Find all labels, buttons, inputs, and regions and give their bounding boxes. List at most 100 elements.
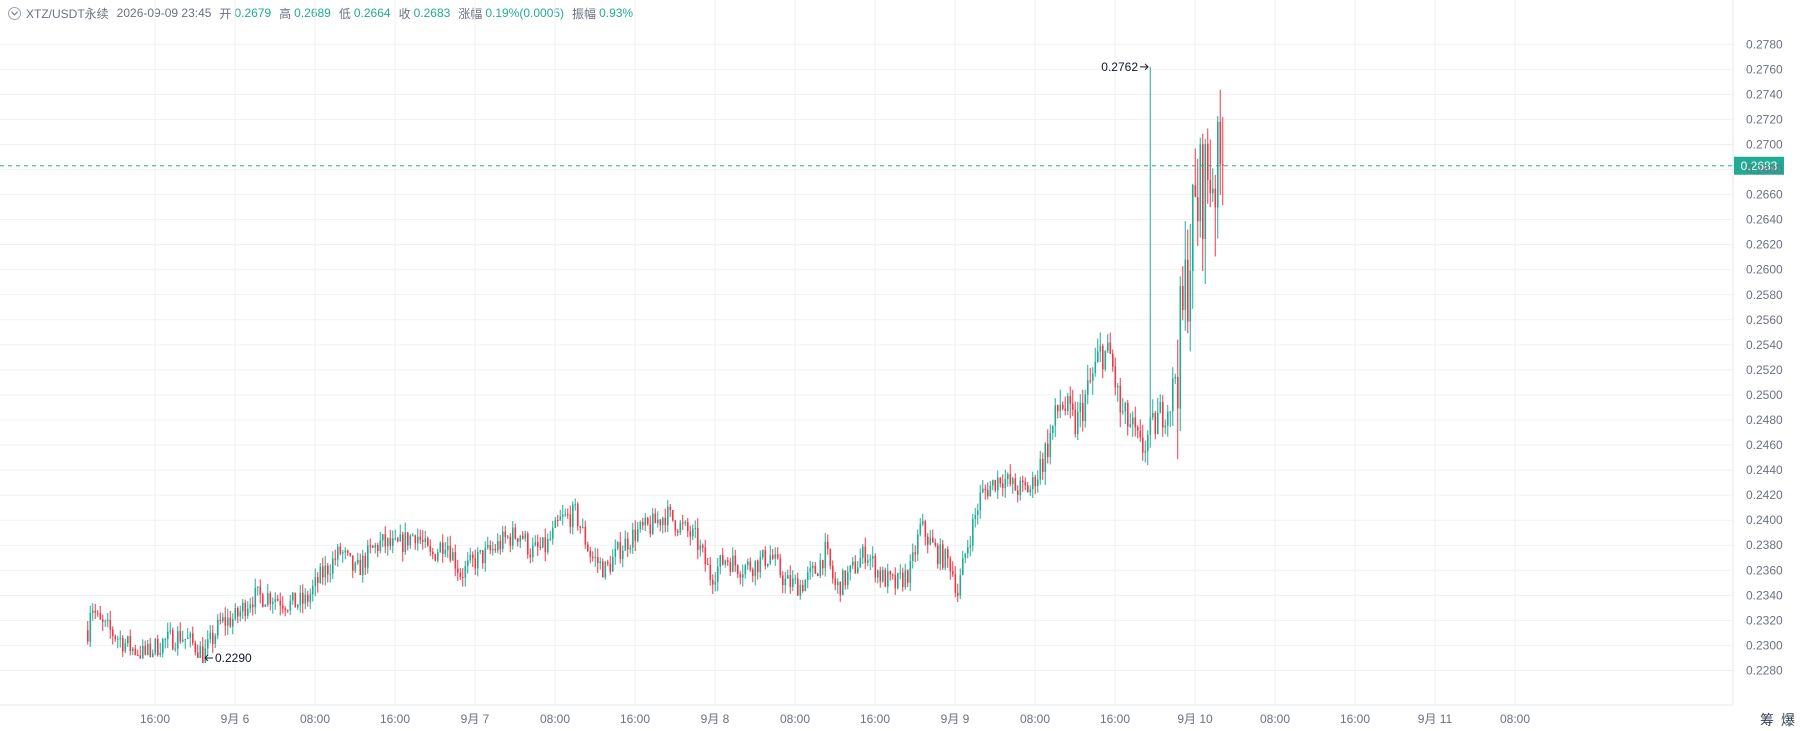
candle-body <box>402 534 404 553</box>
liquidation-button[interactable]: 爆 <box>1781 712 1795 728</box>
candle-body <box>309 594 312 602</box>
candle-body <box>397 538 399 542</box>
candle-body <box>1062 404 1064 409</box>
candle-body <box>737 565 739 574</box>
candle <box>287 609 289 613</box>
candle <box>199 641 202 659</box>
candle-body <box>949 558 952 572</box>
candle-body <box>192 633 194 643</box>
candle-body <box>784 578 787 586</box>
candle <box>497 533 499 554</box>
candle <box>569 505 572 534</box>
candle-body <box>417 536 419 544</box>
candle-body <box>1169 411 1172 413</box>
time-tick-label: 08:00 <box>540 712 570 726</box>
candle-body <box>689 531 692 537</box>
candle <box>992 479 994 491</box>
candle-body <box>364 555 367 568</box>
candle-body <box>484 547 487 564</box>
time-tick-label: 16:00 <box>620 712 650 726</box>
candle <box>407 531 409 551</box>
candle-body <box>652 513 654 534</box>
candle-body <box>312 586 314 595</box>
candle-body <box>482 550 484 564</box>
candle-body <box>234 607 237 619</box>
candle-body <box>537 542 539 547</box>
candle <box>212 625 214 653</box>
candle <box>974 508 977 528</box>
candle-body <box>1079 403 1082 412</box>
candle-body <box>844 570 847 586</box>
candle-body <box>174 648 177 650</box>
price-axis[interactable]: 0.2780 0.2760 0.2740 0.2720 0.2700 0.2680 0.26… <box>1746 37 1783 677</box>
candle-body <box>929 537 932 545</box>
chevron-down-icon[interactable] <box>8 6 21 20</box>
candle-body <box>694 527 697 529</box>
high-value: 0.2689 <box>294 6 331 20</box>
candle <box>739 571 742 585</box>
candle-body <box>432 551 434 555</box>
candle <box>1192 183 1194 309</box>
candle-body <box>467 560 469 566</box>
candle <box>217 614 219 640</box>
candle-body <box>1192 185 1194 271</box>
candle <box>834 571 837 591</box>
symbol-name[interactable]: XTZ/USDT永续 <box>26 6 109 21</box>
candle-body <box>1217 121 1219 208</box>
candle <box>177 626 179 656</box>
candle <box>929 530 932 546</box>
candle-body <box>489 545 492 551</box>
candle <box>472 551 474 568</box>
candle <box>1069 386 1072 419</box>
high-label: 高 <box>279 6 292 21</box>
candle <box>104 619 107 627</box>
candles <box>87 66 1224 663</box>
candle-body <box>99 613 102 620</box>
candle-body <box>579 526 582 528</box>
candle <box>269 591 272 611</box>
candle-body <box>224 617 227 626</box>
chip-distribution-button[interactable]: 筹 <box>1760 712 1774 728</box>
candle <box>999 477 1002 488</box>
candle-body <box>494 548 497 551</box>
candle-body <box>674 520 677 532</box>
candle <box>1047 429 1049 464</box>
candle <box>1139 419 1142 442</box>
candle <box>137 649 139 657</box>
candle <box>297 603 299 610</box>
candle <box>907 569 909 587</box>
candle-body <box>287 610 289 612</box>
candle <box>489 540 492 555</box>
time-axis[interactable]: 16:00 9月 6 08:00 16:00 9月 7 08:00 16:00 9月 8 08:… <box>140 712 1530 726</box>
price-tick-label: 0.2660 <box>1746 188 1783 202</box>
candle <box>397 536 399 543</box>
time-tick-label: 9月 10 <box>1177 712 1213 726</box>
candle-body <box>1012 478 1014 485</box>
candle <box>487 536 489 550</box>
candle-body <box>849 565 852 573</box>
candle <box>722 548 724 566</box>
candle <box>1209 139 1212 208</box>
candle-body <box>909 560 912 583</box>
candle-body <box>797 578 799 596</box>
candle <box>312 579 314 602</box>
candle <box>509 533 512 553</box>
price-tick-label: 0.2280 <box>1746 663 1783 677</box>
candle <box>284 606 287 617</box>
candle <box>644 513 647 531</box>
candle <box>879 566 882 588</box>
candle <box>719 554 722 575</box>
candle <box>917 529 919 561</box>
candle <box>612 549 614 572</box>
candle <box>317 572 319 593</box>
time-tick-label: 16:00 <box>860 712 890 726</box>
candle-body <box>629 547 632 550</box>
candle <box>859 548 862 568</box>
candle <box>87 621 89 645</box>
candle <box>1012 476 1014 494</box>
candle-body <box>589 551 592 557</box>
candle-body <box>159 652 162 655</box>
candle-body <box>874 555 877 578</box>
candle <box>677 528 679 537</box>
